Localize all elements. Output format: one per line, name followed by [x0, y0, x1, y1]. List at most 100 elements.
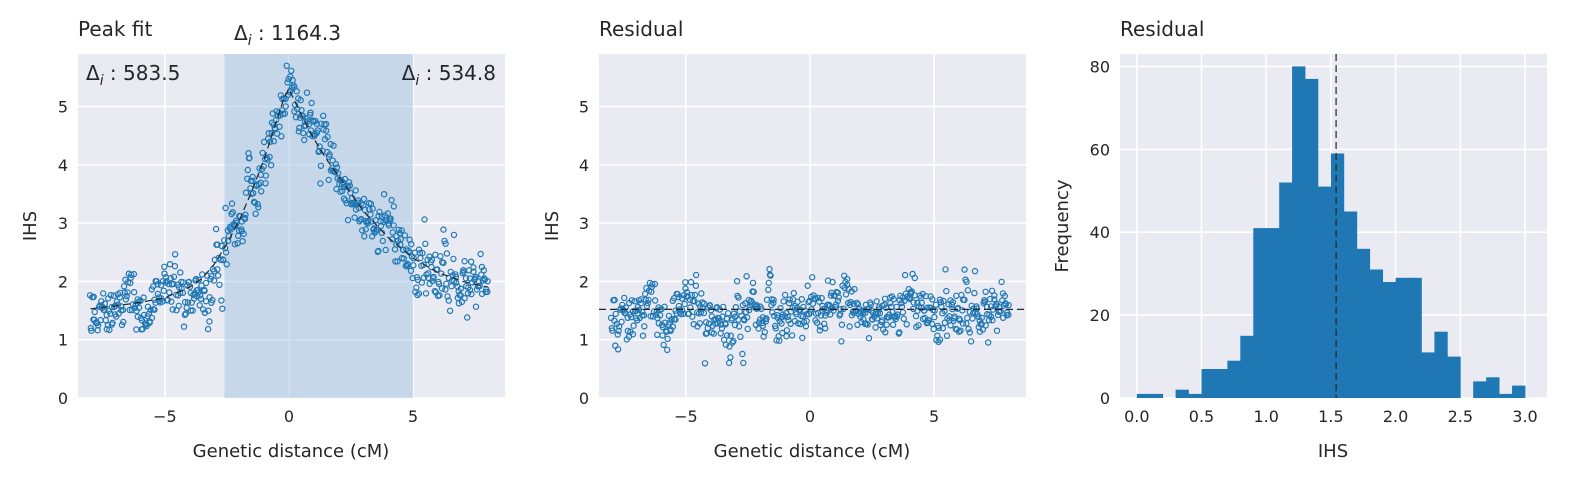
peak-fit-point [145, 310, 153, 317]
histogram-bar [1512, 385, 1526, 398]
peak-fit-title: Peak fit [78, 17, 152, 41]
residual-point [854, 301, 862, 308]
peak-fit-point [367, 211, 374, 218]
peak-fit-point [255, 204, 262, 211]
y-tick-label: 40 [1090, 223, 1110, 242]
peak-fit-point [171, 251, 179, 258]
peak-fit-point [249, 177, 256, 185]
peak-fit-point [94, 322, 102, 329]
peak-fit-point [330, 142, 337, 149]
peak-fit-point [241, 215, 249, 223]
residual-point [696, 320, 704, 327]
residual-point [661, 303, 668, 310]
peak-fit-point [167, 275, 174, 282]
peak-fit-point [214, 266, 221, 273]
peak-fit-point [90, 293, 97, 300]
peak-fit-point [184, 299, 192, 306]
peak-fit-point [220, 237, 228, 244]
peak-fit-point [216, 281, 223, 288]
peak-fit-point [249, 173, 256, 181]
residual-point [1002, 301, 1010, 308]
y-tick-label: 20 [1090, 306, 1110, 325]
peak-fit-point [209, 296, 216, 304]
residual-point [829, 278, 836, 286]
peak-fit-point [472, 303, 480, 310]
residual-point [879, 317, 886, 324]
peak-fit-point [422, 240, 429, 247]
residual-point [967, 338, 975, 345]
peak-fit-point [365, 217, 372, 225]
peak-fit-point [131, 304, 139, 311]
residual-point [687, 278, 695, 286]
residual-point [991, 292, 998, 299]
peak-fit-point [414, 291, 421, 299]
peak-fit-point [196, 302, 203, 309]
peak-fit-point [169, 306, 176, 313]
peak-fit-point [260, 138, 268, 146]
residual-point [931, 313, 938, 321]
peak-fit-point [301, 136, 308, 144]
peak-fit-point [205, 307, 212, 314]
peak-fit-point [119, 306, 127, 314]
peak-fit-point [464, 314, 471, 321]
peak-fit-point [462, 275, 470, 282]
peak-fit-point [325, 176, 332, 184]
peak-fit-point [206, 318, 213, 325]
residual-point [748, 297, 755, 305]
peak-fit-point [410, 255, 417, 262]
histogram-ticks: 0.0 0.5 1.0 1.5 2.0 2.5 3.0 0 20 40 60 80 [1090, 57, 1538, 426]
peak-fit-point [476, 282, 483, 290]
residual-point [775, 333, 782, 340]
residual-point [997, 307, 1004, 315]
x-tick-label: 2.0 [1383, 407, 1408, 426]
peak-fit-point [283, 62, 290, 70]
residual-point [827, 311, 834, 318]
residual-point [1005, 311, 1012, 318]
x-tick-label: 0.5 [1189, 407, 1214, 426]
peak-fit-point [332, 160, 340, 168]
peak-fit-point [284, 79, 291, 86]
peak-fit-point [207, 275, 214, 283]
peak-fit-point [397, 236, 404, 243]
residual-point [864, 321, 871, 328]
peak-fit-point [443, 250, 451, 257]
peak-fit-point [410, 262, 417, 269]
peak-fit-point [186, 283, 194, 290]
peak-fit-point [281, 110, 289, 117]
peak-fit-point [459, 270, 466, 277]
residual-point [846, 323, 853, 330]
y-tick-label: 2 [579, 272, 589, 291]
peak-fit-point [324, 133, 331, 141]
peak-fit-point [484, 288, 491, 295]
peak-fit-point [484, 278, 491, 285]
residual-point [797, 320, 804, 328]
residual-point [731, 321, 739, 329]
peak-fit-point [196, 292, 204, 299]
residual-scatter-panel: −5 0 5 0 1 2 3 4 5 Residual Genetic distance (cM… [542, 17, 1026, 462]
residual-point [908, 288, 915, 295]
histogram-bar [1408, 277, 1422, 398]
residual-point [896, 329, 903, 336]
residual-point [753, 302, 761, 309]
residual-point [743, 273, 750, 280]
residual-point [730, 310, 738, 317]
residual-point [851, 285, 858, 293]
histogram-bar [1227, 360, 1241, 398]
peak-fit-point [244, 166, 251, 174]
residual-point [770, 299, 777, 306]
residual-point [651, 297, 659, 304]
peak-fit-point [88, 327, 95, 334]
residual-point [903, 321, 910, 328]
residual-point [651, 280, 659, 288]
residual-point [975, 313, 982, 320]
residual-point [750, 288, 757, 295]
residual-point [982, 322, 989, 329]
peak-fit-point [181, 311, 189, 318]
residual-point [672, 316, 679, 323]
residual-point [669, 323, 677, 330]
peak-fit-point [375, 247, 382, 255]
x-tick-label: −5 [153, 407, 177, 426]
peak-fit-point [151, 306, 158, 313]
residual-point [761, 329, 768, 336]
peak-fit-point [446, 307, 454, 314]
